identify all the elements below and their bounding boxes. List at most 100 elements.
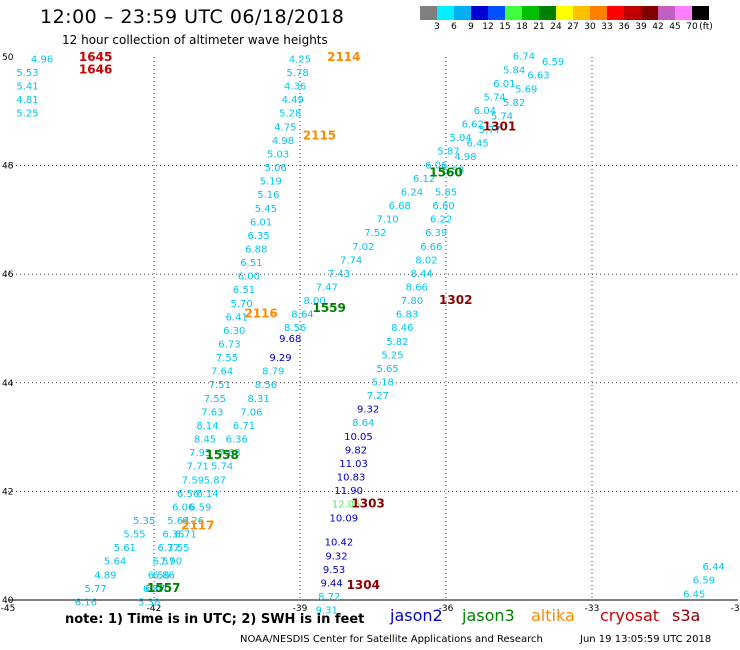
colorbar-tick-label: 42 [652,22,664,32]
wave-height-point: 8.45 [194,435,216,446]
wave-height-point: 5.70 [230,299,252,310]
wave-height-point: 8.00 [303,296,325,307]
legend-cryosat: cryosat [600,606,659,625]
wave-height-point: 8.66 [406,282,428,293]
colorbar-tick-label: 15 [499,22,511,32]
footer-note: note: 1) Time is in UTC; 2) SWH is in fe… [65,612,365,627]
wave-height-point: 10.42 [325,538,354,549]
wave-height-point: 6.68 [389,201,411,212]
wave-height-point: 5.82 [503,98,525,109]
colorbar-tick-label: 9 [468,22,474,32]
wave-height-point: 6.57 [153,557,175,568]
wave-height-point: 9.68 [279,334,301,345]
wave-height-point: 5.87 [437,147,459,158]
axis-layer: -45 -42 -39 -36 -33 -30 40 42 44 46 48 50 [1,53,740,614]
colorbar-swatch [590,6,607,20]
y-tick-label: 46 [2,270,14,280]
wave-height-point: 5.18 [372,378,394,389]
legend-s3a: s3a [672,606,700,625]
track-time-label: 1560 [429,165,462,179]
wave-height-point: 7.52 [364,228,386,239]
wave-height-point: 4.89 [94,570,116,581]
wave-height-point: 5.65 [376,364,398,375]
wave-height-point: 5.55 [123,530,145,541]
wave-height-point: 8.64 [291,310,313,321]
wave-height-point: 7.68 [218,448,240,459]
wave-height-point: 6.41 [226,312,248,323]
wave-height-point: 9.44 [321,578,343,589]
legend-jason2: jason2 [390,606,443,625]
wave-height-point: 6.24 [401,187,423,198]
wave-height-point: 6.83 [396,310,418,321]
wave-height-point: 6.74 [513,52,535,63]
wave-height-point: 6.01 [250,217,272,228]
wave-height-point: 7.55 [216,353,238,364]
wave-height-point: 7.71 [187,462,209,473]
wave-height-point: 5.64 [104,557,126,568]
wave-height-point: 4.75 [274,122,296,133]
wave-height-point: 6.00 [238,272,260,283]
timestamp-text: Jun 19 13:05:59 UTC 2018 [580,634,712,645]
colorbar-swatch [556,6,573,20]
wave-height-point: 4.81 [16,95,38,106]
x-tick-label: -45 [1,604,16,614]
colorbar-tick-label: 33 [601,22,613,32]
colorbar-tick-label: 3 [434,22,440,32]
legend-jason2-label: jason2 [390,606,443,625]
wave-height-point: 6.16 [75,597,97,608]
chart-subtitle: 12 hour collection of altimeter wave hei… [62,33,328,47]
colorbar-unit-label: (ft) [699,22,713,32]
x-tick-label: -33 [585,604,600,614]
colorbar-swatch [488,6,505,20]
wave-height-point: 7.10 [376,215,398,226]
wave-height-point: 7.43 [328,269,350,280]
wave-height-point: 4.49 [282,95,304,106]
legend-cryosat-label: cryosat [600,606,660,625]
wave-height-point: 6.56 [148,570,170,581]
colorbar-tick-label: 12 [482,22,494,32]
wave-height-point: 6.51 [240,258,262,269]
wave-height-point: 5.74 [484,92,506,103]
wave-height-point: 5.16 [257,190,279,201]
wave-height-point: 12.05 [332,500,361,511]
track-time-label: 1558 [205,448,238,462]
wave-height-point: 5.06 [265,163,287,174]
colorbar-swatch [437,6,454,20]
wave-height-point: 6.66 [420,242,442,253]
wave-height-point: 6.22 [430,215,452,226]
wave-height-point: 6.44 [703,562,725,573]
wave-height-point: 8.31 [248,394,270,405]
x-tick-label: -39 [293,604,308,614]
colorbar-swatch [522,6,539,20]
wave-height-point: 8.46 [391,323,413,334]
wave-height-point: 5.25 [16,109,38,120]
track-time-label: 1646 [79,62,112,76]
wave-height-point: 10.09 [329,513,358,524]
wave-height-point: 5.03 [267,149,289,160]
wave-height-point: 9.32 [357,405,379,416]
wave-height-point: 5.77 [479,125,501,136]
colorbar-tick-label: 39 [635,22,647,32]
credit-text: NOAA/NESDIS Center for Satellite Applica… [240,634,543,645]
wave-height-point: 6.73 [218,340,240,351]
track-time-label: 1559 [312,301,345,315]
colorbar-swatch [454,6,471,20]
wave-height-point: 7.90 [160,557,182,568]
wave-height-point: 5.28 [279,109,301,120]
colorbar-tick-label: 36 [618,22,630,32]
legend-jason3-label: jason3 [462,606,515,625]
colorbar-tick-label: 30 [584,22,596,32]
wave-height-point: 6.30 [223,326,245,337]
wave-height-point: 8.56 [284,323,306,334]
wave-height-point: 6.01 [493,79,515,90]
wave-height-point: 8.79 [262,367,284,378]
wave-height-point: 7.80 [401,296,423,307]
x-tick-label: -42 [147,604,162,614]
wave-height-point: 6.71 [175,530,197,541]
track-time-label: 1557 [147,581,180,595]
track-time-label: 2115 [303,129,336,143]
wave-height-point: 5.45 [255,204,277,215]
wave-height-point: 8.56 [255,380,277,391]
wave-height-point: 6.71 [233,421,255,432]
